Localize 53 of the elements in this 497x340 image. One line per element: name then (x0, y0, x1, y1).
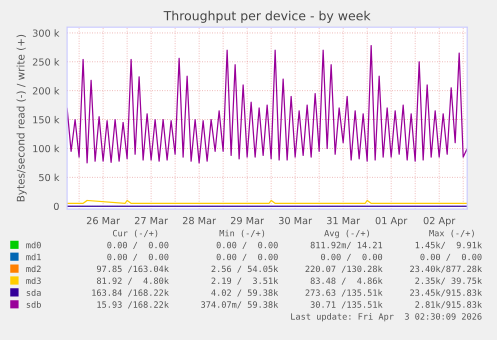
line-series (67, 45, 468, 164)
text: 2.19 / 3.51k (212, 277, 278, 285)
x-tick-label: 27 Mar (134, 216, 168, 224)
text: Avg (-/+) (324, 230, 369, 238)
text: 0.00 / 0.00 (216, 254, 278, 261)
text: 83.48 / 4.86k (310, 277, 383, 285)
text: 1.45k/ 9.91k (416, 242, 482, 249)
text: 4.02 / 59.38k (211, 289, 278, 297)
x-tick-label: 01 Apr (376, 216, 408, 226)
text: 81.92 / 4.80k (96, 277, 169, 285)
legend-label: sdb (26, 301, 41, 308)
legend-label: md1 (26, 254, 41, 260)
text: 0.00 / 0.00 (321, 254, 382, 261)
x-tick-label: 02 Apr (424, 216, 456, 226)
text: 23.40k/877.28k (410, 265, 482, 273)
text: 0.00 / 0.00 (107, 242, 168, 249)
text: 0.00 / 0.00 (216, 242, 278, 249)
text: Min (-/+) (220, 230, 264, 238)
y-tick-label: 0 (54, 202, 59, 210)
text: Max (-/+) (429, 230, 474, 238)
chart-title: Throughput per device - by week (164, 10, 371, 23)
text: 273.63 /135.51k (306, 289, 383, 297)
text: Last update: Fri Apr 3 02:30:09 2026 (291, 313, 482, 322)
text: 23.45k/915.83k (410, 289, 482, 297)
y-axis-title: Bytes/second read (-) / write (+) (16, 34, 27, 202)
text: Cur (-/+) (112, 230, 158, 238)
text: 2.81k/915.83k (415, 301, 482, 308)
text: 811.92m/ 14.21 (310, 242, 382, 249)
x-tick-label: 29 Mar (230, 216, 264, 224)
text: 0.00 / 0.00 (420, 254, 482, 261)
y-tick-label: 250 k (32, 58, 60, 66)
text: 2.56 / 54.05k (212, 265, 278, 273)
x-tick-label: 31 Mar (326, 216, 360, 224)
y-tick-label: 100 k (33, 144, 60, 152)
y-tick-label: 50 k (39, 174, 60, 182)
legend-label: md2 (26, 265, 41, 272)
x-tick-label: 28 Mar (182, 216, 216, 224)
text: 220.07 /130.28k (306, 265, 383, 273)
text: 30.71 /135.51k (310, 301, 383, 308)
legend-label: md0 (26, 242, 41, 248)
y-tick-label: 200 k (32, 87, 60, 95)
text: 163.84 /168.22k (92, 289, 169, 297)
text: 2.35k/ 39.75k (415, 277, 482, 285)
x-tick-label: 30 Mar (278, 216, 312, 224)
text: 0.00 / 0.00 (107, 254, 168, 261)
x-tick-label: 26 Mar (86, 216, 120, 224)
legend-label: sda (26, 289, 41, 296)
text: 374.07m/ 59.38k (201, 301, 278, 308)
legend-label: md3 (26, 277, 41, 284)
text: 97.85 /163.04k (96, 265, 169, 273)
y-tick-label: 300 k (32, 29, 60, 37)
text: 15.93 /168.22k (97, 301, 169, 308)
y-tick-label: 150 k (33, 116, 60, 124)
